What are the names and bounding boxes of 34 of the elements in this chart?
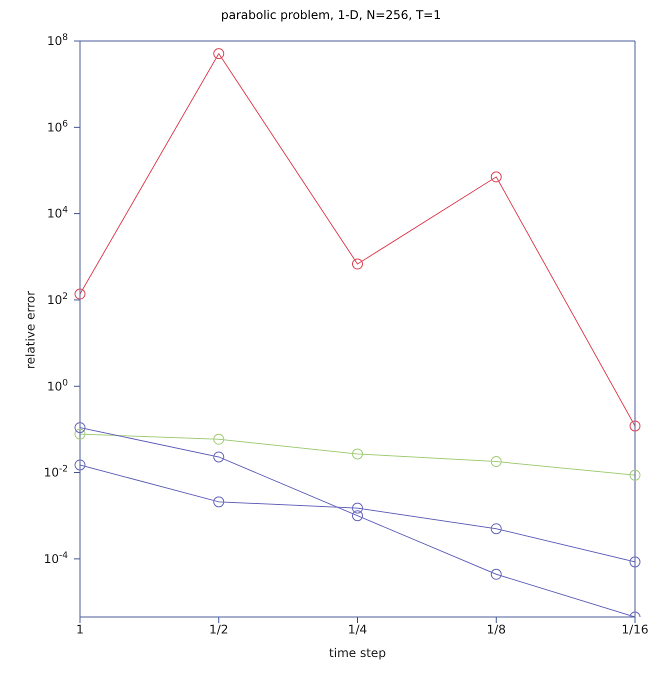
chart-title: parabolic problem, 1-D, N=256, T=1 xyxy=(220,8,442,24)
y-tick-label: 10$^{8}$ xyxy=(46,33,68,48)
x-tick-label: 1/4 xyxy=(348,622,368,637)
point xyxy=(630,420,640,432)
point xyxy=(630,556,640,568)
point xyxy=(352,510,363,522)
y-axis-title: relative error xyxy=(23,290,38,369)
point xyxy=(213,496,224,508)
y-tick-label: 10$^{-4}$ xyxy=(44,550,68,566)
x-tick-label: 1/16 xyxy=(622,622,648,637)
x-tick-label: 1/2 xyxy=(209,622,228,637)
point xyxy=(490,171,502,182)
x-tick-label: 1/8 xyxy=(486,622,506,637)
point xyxy=(213,451,224,462)
point xyxy=(630,470,640,481)
point xyxy=(352,502,363,514)
y-tick-label: 10$^{6}$ xyxy=(46,119,68,134)
y-tick-label: 10$^{2}$ xyxy=(46,292,68,307)
y-tick-label: 10$^{4}$ xyxy=(46,206,68,221)
point xyxy=(490,568,502,580)
x-axis-title: time step xyxy=(329,646,386,660)
y-tick-label: 10$^{0}$ xyxy=(46,378,68,394)
point xyxy=(352,258,363,270)
point xyxy=(74,428,86,440)
point xyxy=(74,288,86,300)
point xyxy=(74,422,86,434)
point xyxy=(490,456,502,468)
point xyxy=(490,523,502,534)
x-tick-label: 1 xyxy=(76,622,84,637)
point xyxy=(74,459,86,470)
point xyxy=(352,448,363,460)
point xyxy=(213,48,224,60)
y-tick-label: 10$^{-2}$ xyxy=(44,464,68,480)
point xyxy=(213,434,224,445)
